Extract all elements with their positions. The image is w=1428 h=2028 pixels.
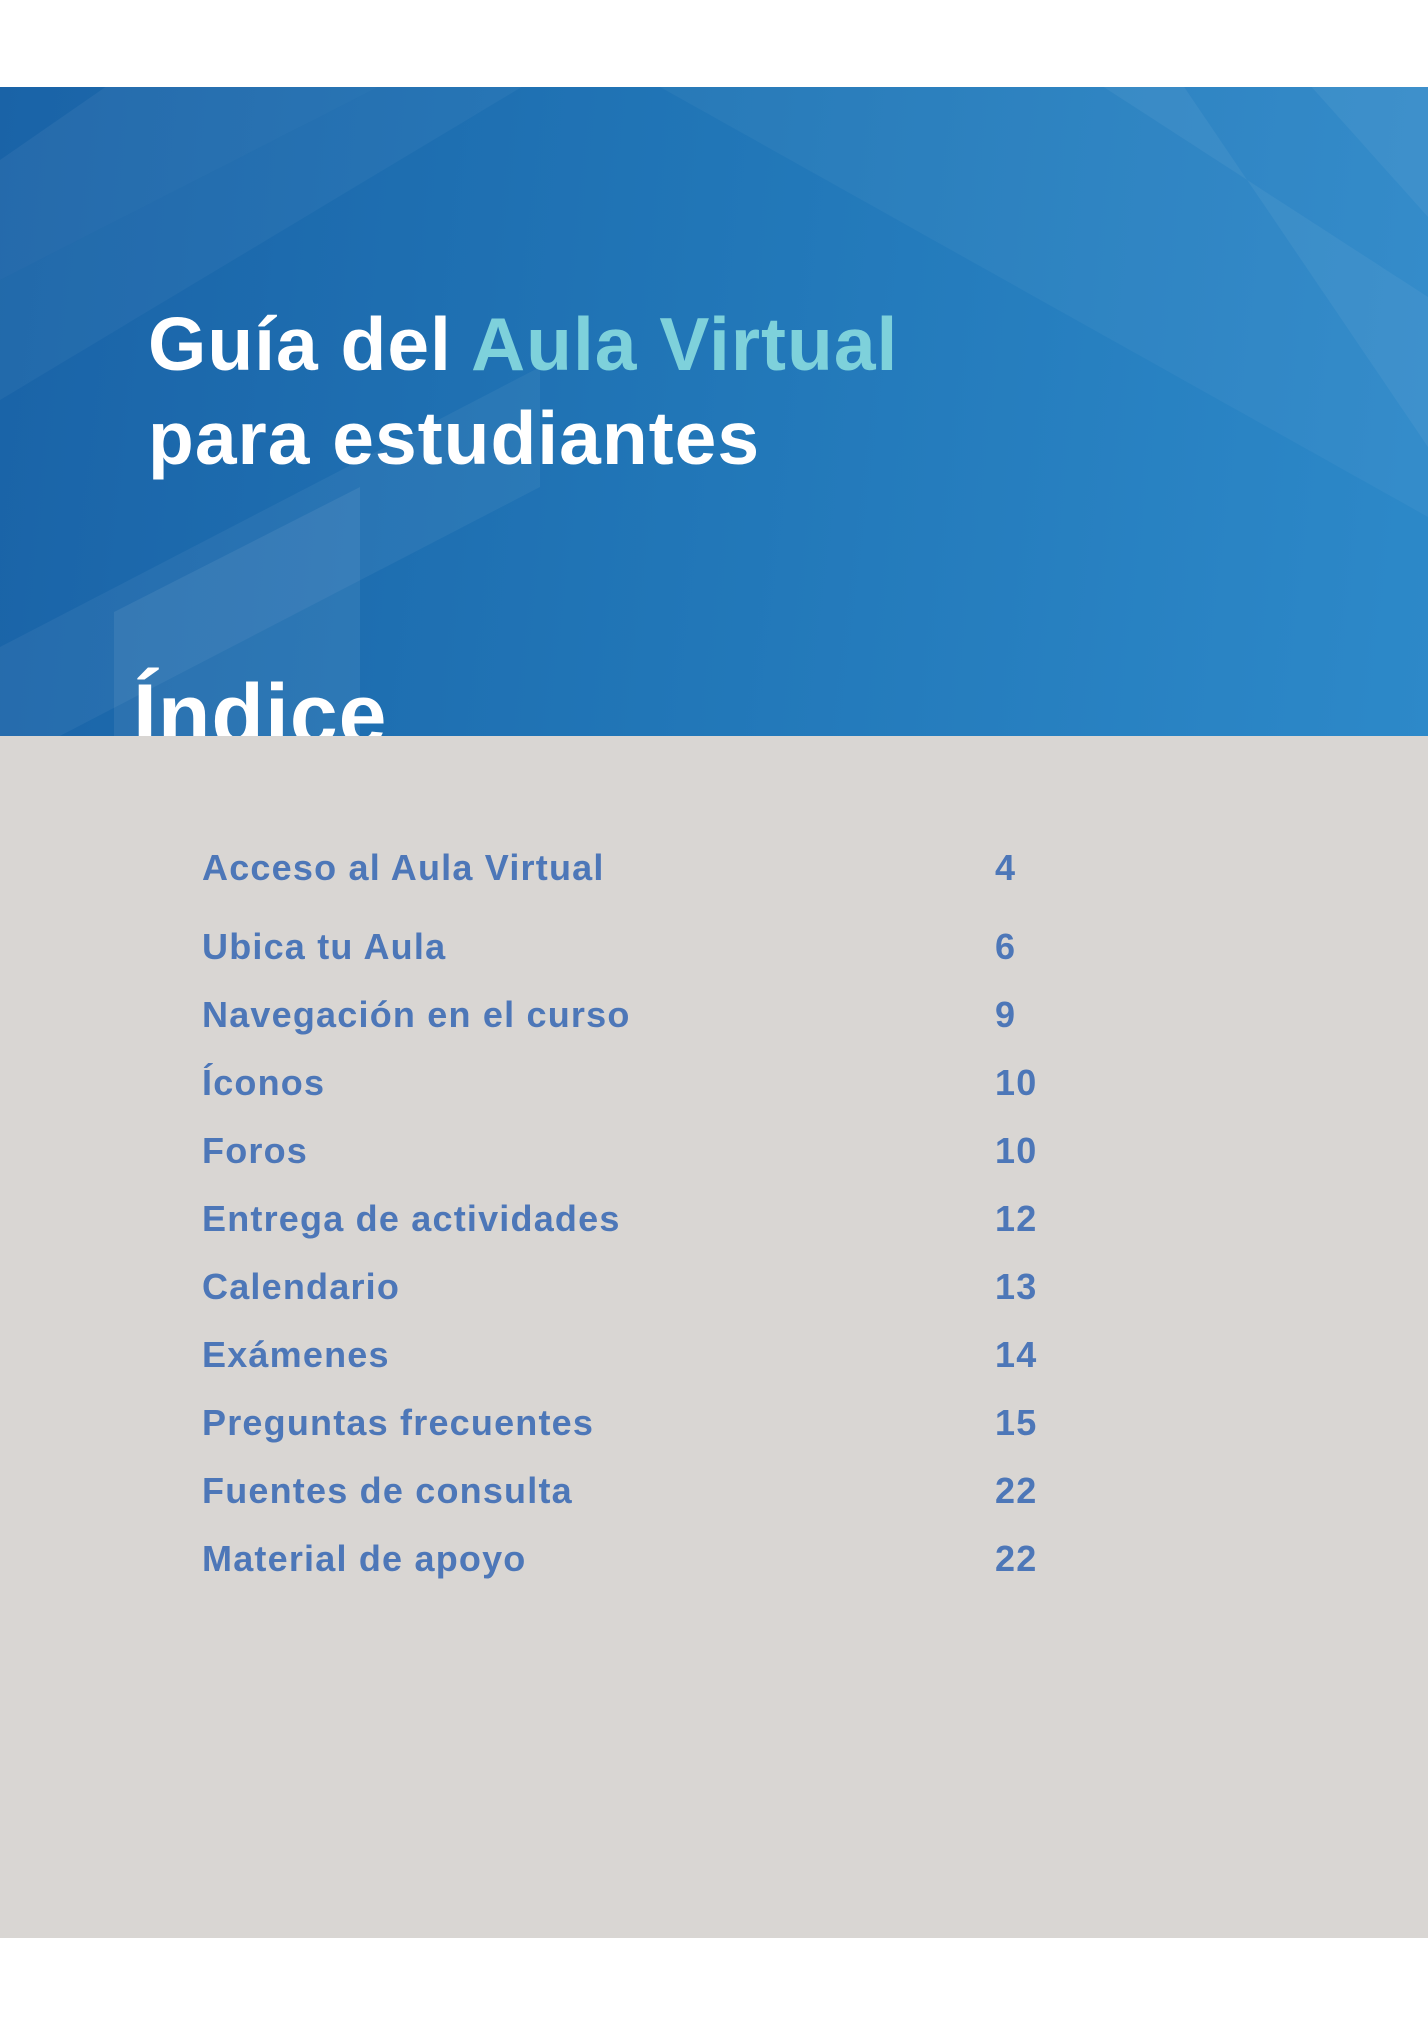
toc-entry-label: Fuentes de consulta xyxy=(202,1470,573,1511)
toc-entry-label: Exámenes xyxy=(202,1334,390,1375)
toc-entry-label: Íconos xyxy=(202,1062,326,1103)
toc-entry-label: Material de apoyo xyxy=(202,1538,527,1579)
toc-entry-page-number: 14 xyxy=(995,1334,1038,1375)
index-heading: Índice xyxy=(133,667,388,736)
toc-entry-label: Calendario xyxy=(202,1266,401,1307)
toc-entry-page-number: 12 xyxy=(995,1198,1038,1239)
toc-entry-page-number: 22 xyxy=(995,1538,1038,1579)
toc-row: Foros 10 xyxy=(202,1117,1342,1185)
toc-row: Fuentes de consulta 22 xyxy=(202,1457,1342,1525)
cover-title-line2: para estudiantes xyxy=(148,396,761,480)
toc-row: Acceso al Aula Virtual 4 xyxy=(202,834,1342,902)
toc-row: Calendario 13 xyxy=(202,1253,1342,1321)
toc-entry-label: Acceso al Aula Virtual xyxy=(202,847,605,888)
cover-title: Guía del Aula Virtual para estudiantes xyxy=(148,297,898,485)
toc-entry-label: Preguntas frecuentes xyxy=(202,1402,595,1443)
toc-entry-label: Ubica tu Aula xyxy=(202,926,447,967)
toc-entry-page-number: 10 xyxy=(995,1062,1038,1103)
cover-header-band: Guía del Aula Virtual para estudiantes Í… xyxy=(0,87,1428,736)
toc-entry-page-number: 10 xyxy=(995,1130,1038,1171)
toc-row: Entrega de actividades 12 xyxy=(202,1185,1342,1253)
toc-entry-page-number: 15 xyxy=(995,1402,1038,1443)
table-of-contents: Acceso al Aula Virtual 4 Ubica tu Aula 6 Nav… xyxy=(202,834,1342,1593)
toc-entry-page-number: 13 xyxy=(995,1266,1038,1307)
toc-row: Exámenes 14 xyxy=(202,1321,1342,1389)
cover-title-line1-white: Guía del xyxy=(148,302,452,386)
toc-entry-label: Foros xyxy=(202,1130,309,1171)
toc-row: Material de apoyo 22 xyxy=(202,1525,1342,1593)
toc-entry-page-number: 4 xyxy=(995,847,1017,888)
toc-row: Ubica tu Aula 6 xyxy=(202,913,1342,981)
toc-entry-page-number: 22 xyxy=(995,1470,1038,1511)
toc-row: Navegación en el curso 9 xyxy=(202,981,1342,1049)
toc-entry-label: Navegación en el curso xyxy=(202,994,631,1035)
toc-row: Íconos 10 xyxy=(202,1049,1342,1117)
toc-row: Preguntas frecuentes 15 xyxy=(202,1389,1342,1457)
content-band: Acceso al Aula Virtual 4 Ubica tu Aula 6 Nav… xyxy=(0,736,1428,1938)
cover-title-line1-accent: Aula Virtual xyxy=(470,302,899,386)
toc-entry-page-number: 6 xyxy=(995,926,1017,967)
diagonal-stripes-decoration xyxy=(0,87,1428,736)
toc-entry-label: Entrega de actividades xyxy=(202,1198,621,1239)
toc-entry-page-number: 9 xyxy=(995,994,1017,1035)
